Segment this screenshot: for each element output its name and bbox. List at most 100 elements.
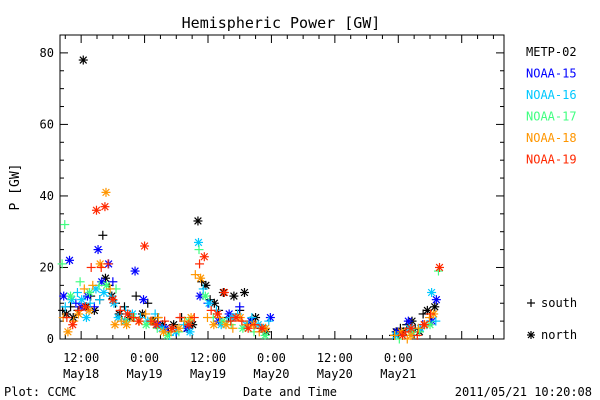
y-tick-label: 40	[40, 189, 54, 203]
data-point-north	[193, 237, 203, 247]
data-point-north	[219, 288, 229, 298]
data-point-south	[116, 316, 126, 326]
data-point-south	[194, 245, 204, 255]
data-point-north	[63, 327, 73, 337]
data-point-south	[57, 259, 67, 269]
data-point-south	[105, 284, 115, 294]
x-tick-label-time: 12:00	[317, 351, 353, 365]
data-point-north	[95, 259, 105, 269]
x-tick-label-date: May20	[317, 367, 353, 381]
data-point-north	[130, 266, 140, 276]
plot-timestamp: 2011/05/21 10:20:08	[455, 385, 592, 399]
data-point-north	[91, 205, 101, 215]
x-tick-label-time: 12:00	[63, 351, 99, 365]
data-point-north	[65, 255, 75, 265]
plot-credit: Plot: CCMC	[4, 385, 76, 399]
data-point-north	[185, 327, 195, 337]
data-point-south	[153, 313, 163, 323]
data-point-south	[79, 284, 89, 294]
data-point-north	[406, 330, 416, 340]
data-point-north	[77, 295, 87, 305]
data-point-south	[85, 298, 95, 308]
y-axis-label: P [GW]	[8, 164, 23, 211]
data-point-north	[422, 305, 432, 315]
data-point-south	[202, 313, 212, 323]
data-point-north	[239, 288, 249, 298]
data-point-south	[189, 313, 199, 323]
data-point-north	[209, 320, 219, 330]
data-point-south	[401, 327, 411, 337]
data-point-north	[134, 316, 144, 326]
data-point-south	[74, 305, 84, 315]
data-point-north	[167, 323, 177, 333]
y-tick-label: 0	[47, 332, 54, 346]
data-point-south	[237, 316, 247, 326]
x-tick-label-time: 12:00	[190, 351, 226, 365]
plot-frame	[59, 34, 505, 340]
data-point-north	[221, 320, 231, 330]
data-point-south	[115, 305, 125, 315]
data-point-north	[139, 295, 149, 305]
legend-entry: METP-02	[526, 45, 577, 59]
legend-entry: NOAA-15	[526, 67, 577, 81]
data-point-south	[190, 270, 200, 280]
x-tick-label-time: 0:00	[384, 351, 413, 365]
data-point-south	[128, 313, 138, 323]
x-tick-label-date: May19	[127, 367, 163, 381]
axis-ticks	[60, 34, 504, 340]
data-point-north	[108, 295, 118, 305]
data-point-south	[195, 259, 205, 269]
data-point-north	[122, 320, 132, 330]
data-point-north	[99, 288, 109, 298]
data-point-north	[66, 291, 76, 301]
data-point-north	[231, 313, 241, 323]
data-point-south	[96, 262, 106, 272]
north-marker-icon	[527, 331, 535, 339]
data-point-south	[235, 302, 245, 312]
data-point-north	[123, 309, 133, 319]
data-point-north	[81, 313, 91, 323]
data-point-north	[419, 320, 429, 330]
data-point-south	[88, 280, 98, 290]
data-point-north	[406, 323, 416, 333]
data-points	[57, 55, 445, 344]
legend-entry: NOAA-16	[526, 88, 577, 102]
data-point-north	[200, 291, 210, 301]
data-point-south	[160, 316, 170, 326]
data-point-south	[131, 291, 141, 301]
x-tick-label-time: 0:00	[130, 351, 159, 365]
data-point-south	[250, 320, 260, 330]
data-point-south	[264, 316, 274, 326]
marker-legend-label: south	[541, 296, 577, 310]
data-point-south	[146, 316, 156, 326]
data-point-south	[226, 316, 236, 326]
y-tick-labels: 0 20 40 60 80	[40, 46, 54, 346]
data-point-north	[431, 295, 441, 305]
marker-legend-label: north	[541, 328, 577, 342]
data-point-north	[184, 320, 194, 330]
legend: METP-02 NOAA-15 NOAA-16 NOAA-17 NOAA-18 NOAA-…	[526, 45, 577, 167]
y-tick-label: 20	[40, 260, 54, 274]
marker-legend: south north	[527, 296, 577, 342]
data-point-south	[141, 309, 151, 319]
data-point-south	[390, 330, 400, 340]
data-point-north	[193, 216, 203, 226]
legend-entry: NOAA-17	[526, 110, 577, 124]
data-point-north	[229, 291, 239, 301]
data-point-south	[98, 230, 108, 240]
data-point-south	[103, 259, 113, 269]
data-point-south	[60, 220, 70, 230]
data-point-south	[95, 295, 105, 305]
data-point-south	[206, 305, 216, 315]
data-point-north	[430, 302, 440, 312]
x-tick-label-date: May20	[253, 367, 289, 381]
data-point-south	[108, 277, 118, 287]
data-point-south	[228, 323, 238, 333]
data-point-north	[427, 288, 437, 298]
data-point-south	[62, 313, 72, 323]
data-point-north	[435, 262, 445, 272]
x-tick-labels: 12:00 May18 0:00 May19 12:00 May19 0:00 May20 12…	[63, 351, 416, 381]
data-point-north	[151, 320, 161, 330]
